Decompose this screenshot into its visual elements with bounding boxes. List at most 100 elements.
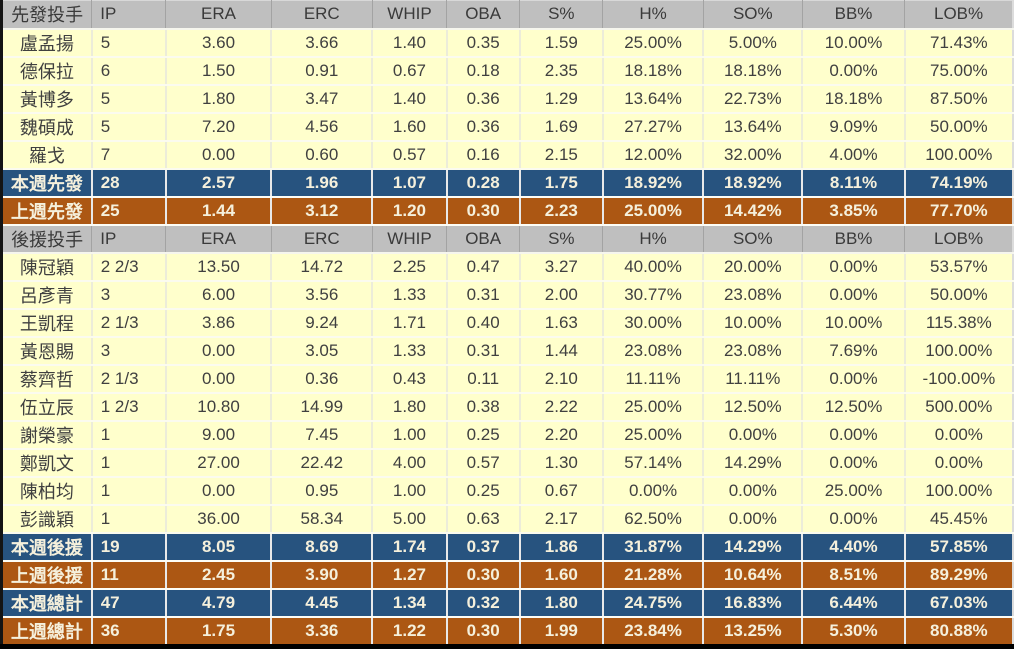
stat-cell: 2 2/3	[91, 252, 167, 282]
stat-cell: 2.25	[372, 252, 448, 282]
stat-cell: 100.00%	[904, 140, 1013, 170]
stat-cell: 80.88%	[904, 616, 1013, 647]
stat-cell: 57.14%	[602, 448, 705, 478]
stat-cell: 16.83%	[703, 588, 804, 618]
summary-row: 本週後援 19 8.05 8.69 1.74 0.37 1.86 31.87% 14.29% 4.…	[1, 532, 1013, 562]
stat-cell: 0.57	[372, 140, 448, 170]
row-label: 盧孟揚	[1, 28, 93, 58]
stat-cell: 1.96	[271, 168, 374, 198]
stat-cell: 18.18%	[703, 56, 804, 86]
stat-cell: 67.03%	[904, 588, 1013, 618]
player-row: 謝榮豪 1 9.00 7.45 1.00 0.25 2.20 25.00% 0.00% 0.00%…	[1, 420, 1013, 450]
column-header: LOB%	[904, 0, 1013, 30]
stat-cell: 40.00%	[602, 252, 705, 282]
stat-cell: 2.15	[519, 140, 604, 170]
column-header: BB%	[802, 0, 906, 30]
stat-cell: 0.18	[446, 56, 521, 86]
stat-cell: 23.08%	[703, 336, 804, 366]
stat-cell: 25.00%	[602, 420, 705, 450]
stat-cell: 0.00%	[802, 420, 906, 450]
stat-cell: 2 1/3	[91, 364, 167, 394]
stat-cell: 21.28%	[602, 560, 705, 590]
stat-cell: 1.80	[372, 392, 448, 422]
stat-cell: 0.00%	[802, 448, 906, 478]
column-header: OBA	[446, 224, 521, 254]
stat-cell: 0.36	[271, 364, 374, 394]
row-label: 黃恩賜	[1, 336, 93, 366]
stat-cell: 1.30	[519, 448, 604, 478]
stat-cell: 1.71	[372, 308, 448, 338]
stat-cell: 18.92%	[703, 168, 804, 198]
stat-cell: 1.60	[372, 112, 448, 142]
stat-cell: 0.00%	[802, 280, 906, 310]
row-label: 上週總計	[1, 616, 93, 647]
row-label: 鄭凱文	[1, 448, 93, 478]
stat-cell: 1.50	[165, 56, 273, 86]
stat-cell: 22.73%	[703, 84, 804, 114]
stat-cell: 1.40	[372, 84, 448, 114]
stat-cell: 27.00	[165, 448, 273, 478]
stat-cell: 3.56	[271, 280, 374, 310]
stat-cell: 0.00%	[703, 420, 804, 450]
stat-cell: 31.87%	[602, 532, 705, 562]
row-label: 彭識穎	[1, 504, 93, 534]
column-header: IP	[91, 224, 167, 254]
stat-cell: 0.43	[372, 364, 448, 394]
player-row: 德保拉 6 1.50 0.91 0.67 0.18 2.35 18.18% 18.18% 0.00…	[1, 56, 1013, 86]
stat-cell: 1.33	[372, 280, 448, 310]
stat-cell: 8.05	[165, 532, 273, 562]
stat-cell: 115.38%	[904, 308, 1013, 338]
row-label: 上週先發	[1, 196, 93, 226]
stat-cell: 1.63	[519, 308, 604, 338]
stat-cell: 0.00%	[802, 364, 906, 394]
stat-cell: 11.11%	[703, 364, 804, 394]
stat-cell: 0.11	[446, 364, 521, 394]
stat-cell: 13.25%	[703, 616, 804, 647]
stat-cell: 0.30	[446, 616, 521, 647]
column-header: S%	[519, 0, 604, 30]
stat-cell: 0.00	[165, 364, 273, 394]
column-header: SO%	[703, 0, 803, 30]
stat-cell: 77.70%	[904, 196, 1013, 226]
stat-cell: 0.38	[446, 392, 521, 422]
stat-cell: 0.00%	[703, 476, 804, 506]
stat-cell: 0.30	[446, 560, 521, 590]
summary-row: 上週後援 11 2.45 3.90 1.27 0.30 1.60 21.28% 10.64% 8.…	[1, 560, 1013, 590]
stat-cell: 71.43%	[904, 28, 1013, 58]
stat-cell: 7.45	[271, 420, 374, 450]
stat-cell: 4.56	[271, 112, 374, 142]
row-label: 謝榮豪	[1, 420, 93, 450]
stat-cell: 5	[91, 84, 167, 114]
row-label: 蔡齊哲	[1, 364, 93, 394]
row-label: 上週後援	[1, 560, 93, 590]
stat-cell: 47	[91, 588, 167, 618]
stat-cell: 87.50%	[904, 84, 1013, 114]
stat-cell: 11.11%	[602, 364, 705, 394]
stat-cell: 1.33	[372, 336, 448, 366]
stat-cell: 2.10	[519, 364, 604, 394]
column-header: S%	[519, 224, 604, 254]
stat-cell: 0.35	[446, 28, 521, 58]
stat-cell: 0.36	[446, 112, 521, 142]
stat-cell: 2.45	[165, 560, 273, 590]
stat-cell: 100.00%	[904, 336, 1013, 366]
stat-cell: 3.66	[271, 28, 374, 58]
stat-cell: 1.34	[372, 588, 448, 618]
stat-cell: 1.59	[519, 28, 604, 58]
column-header: H%	[602, 224, 704, 254]
stat-cell: 1.75	[519, 168, 604, 198]
stat-cell: 4.00	[372, 448, 448, 478]
stat-cell: 14.29%	[703, 448, 804, 478]
stat-cell: 0.47	[446, 252, 521, 282]
column-header: ERC	[271, 224, 373, 254]
stat-cell: 1	[91, 476, 167, 506]
player-row: 盧孟揚 5 3.60 3.66 1.40 0.35 1.59 25.00% 5.00% 10.00…	[1, 28, 1013, 58]
stat-cell: 1.29	[519, 84, 604, 114]
stat-cell: 1.27	[372, 560, 448, 590]
stat-cell: 10.80	[165, 392, 273, 422]
stat-cell: 50.00%	[904, 112, 1013, 142]
row-label: 黃博多	[1, 84, 93, 114]
column-header: ERA	[165, 0, 272, 30]
